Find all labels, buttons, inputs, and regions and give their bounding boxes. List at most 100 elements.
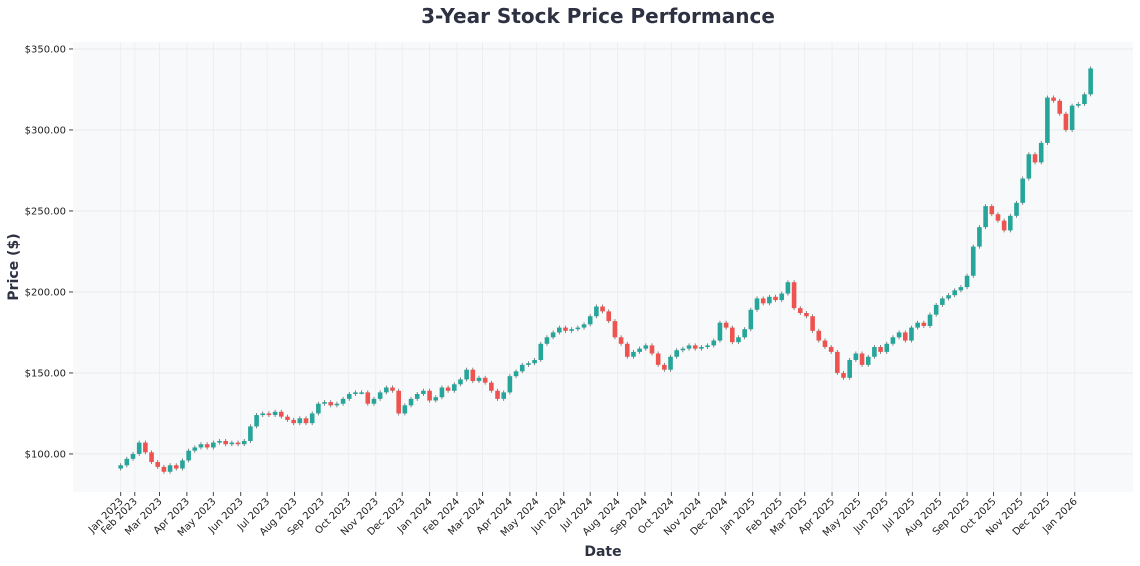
candle-up [1088, 68, 1093, 95]
candle-down [760, 298, 766, 304]
candle-down [822, 340, 828, 348]
candle-up [909, 327, 914, 341]
candle-up [927, 314, 933, 326]
candle-up [1082, 94, 1087, 105]
candle-down [612, 321, 618, 338]
candle-up [532, 359, 537, 364]
candle-down [600, 306, 605, 312]
candle-down [1057, 100, 1063, 114]
candle-up [377, 392, 383, 399]
candle-down [445, 387, 451, 391]
candle-up [890, 337, 896, 344]
candle-up [167, 465, 173, 472]
candle-up [872, 347, 877, 357]
candle-up [130, 453, 136, 459]
candle-up [272, 411, 278, 416]
candle-down [624, 343, 630, 357]
candle-up [180, 460, 185, 469]
y-tick-label: $300.00 [25, 125, 66, 136]
candle-up [748, 309, 754, 330]
candle-up [254, 415, 259, 427]
candle-up [538, 343, 544, 360]
candle-down [482, 377, 488, 383]
candle-up [853, 353, 859, 360]
candle-up [896, 332, 902, 338]
x-axis-label: Date [584, 544, 621, 560]
candle-up [631, 351, 636, 357]
candle-up [458, 379, 463, 385]
candle-up [353, 392, 358, 394]
candle-down [495, 390, 500, 399]
candle-up [229, 442, 235, 445]
candle-up [297, 418, 303, 424]
candle-down [278, 411, 284, 417]
candle-down [161, 466, 167, 472]
candle-down [1032, 154, 1038, 163]
candle-up [1008, 215, 1013, 231]
candle-up [884, 343, 890, 352]
candle-down [921, 322, 927, 326]
candle-up [594, 306, 599, 317]
y-tick-label: $100.00 [25, 449, 66, 460]
candle-down [1051, 97, 1056, 101]
candle-down [328, 402, 334, 406]
candle-down [835, 351, 840, 373]
candle-down [291, 419, 296, 424]
candle-down [155, 462, 161, 467]
candle-up [643, 345, 649, 349]
candle-up [717, 322, 723, 341]
y-tick-label: $250.00 [25, 206, 66, 217]
candle-up [371, 398, 377, 404]
candle-down [902, 332, 908, 341]
candle-up [501, 392, 507, 399]
candle-up [260, 413, 266, 416]
candle-down [396, 390, 401, 414]
candle-up [557, 327, 562, 333]
candle-up [964, 275, 970, 288]
candle-up [686, 345, 692, 349]
candle-down [390, 387, 395, 391]
candle-up [680, 348, 686, 351]
y-axis-label: Price ($) [6, 233, 22, 300]
candle-up [118, 465, 123, 469]
candle-up [198, 444, 204, 448]
candle-up [464, 369, 469, 380]
candle-up [414, 393, 420, 399]
candle-up [1075, 104, 1081, 106]
candle-down [618, 337, 624, 344]
candle-down [489, 382, 494, 391]
candle-down [692, 345, 698, 349]
candle-down [804, 313, 809, 317]
candle-down [285, 416, 290, 420]
candle-up [476, 377, 482, 382]
candle-up [767, 296, 772, 304]
candle-up [575, 327, 581, 330]
candle-up [668, 356, 673, 370]
candle-up [946, 295, 951, 299]
candle-down [773, 296, 778, 301]
candle-up [507, 376, 513, 393]
candle-down [655, 353, 661, 365]
candle-down [828, 347, 834, 352]
candle-up [526, 363, 531, 365]
candle-down [859, 353, 865, 365]
candle-up [192, 447, 198, 451]
candle-up [513, 371, 519, 377]
candle-up [433, 397, 439, 401]
y-tick-label: $200.00 [25, 287, 66, 298]
candle-up [384, 387, 389, 393]
candle-down [649, 345, 655, 354]
candle-up [742, 329, 747, 338]
candle-up [408, 398, 414, 406]
candle-up [1020, 178, 1025, 203]
candle-up [346, 393, 352, 399]
y-axis: $100.00 $150.00 $200.00 $250.00 $300.00 $350.… [25, 44, 73, 460]
candle-up [340, 398, 346, 404]
candle-down [606, 311, 612, 322]
candle-up [309, 413, 315, 424]
candle-up [736, 337, 741, 343]
candle-up [865, 356, 871, 365]
candle-down [235, 442, 241, 445]
